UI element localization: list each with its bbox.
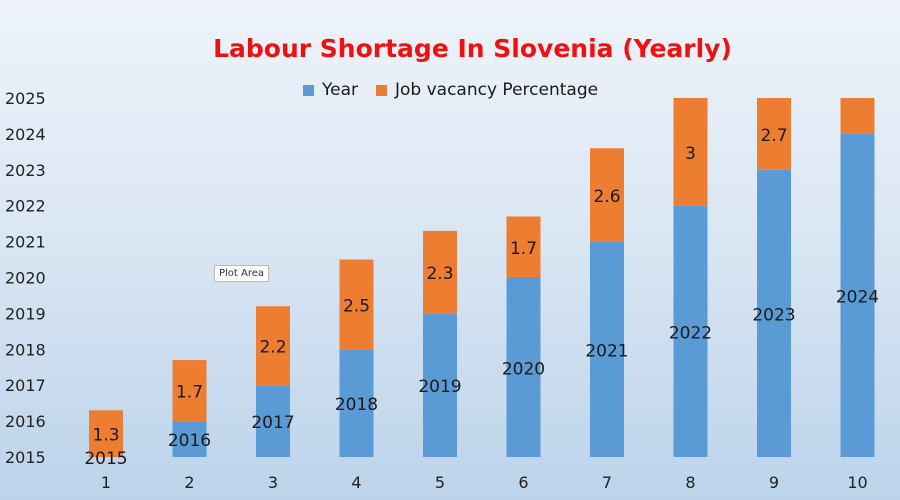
bar-year[interactable] xyxy=(256,385,290,457)
x-tick-label: 7 xyxy=(602,473,612,492)
y-tick-label: 2015 xyxy=(5,448,46,467)
y-tick-label: 2019 xyxy=(5,304,46,323)
data-label-vacancy: 2.5 xyxy=(343,296,370,316)
legend-label-vacancy: Job vacancy Percentage xyxy=(395,80,599,100)
bar-vacancy[interactable] xyxy=(590,148,624,242)
bar-vacancy[interactable] xyxy=(423,230,457,314)
bar-vacancy[interactable] xyxy=(840,98,875,134)
data-label-vacancy: 1.7 xyxy=(176,383,203,403)
bar-vacancy[interactable] xyxy=(757,98,791,170)
plot-area-tooltip: Plot Area xyxy=(214,265,270,282)
x-tick-label: 4 xyxy=(351,473,361,492)
data-label-year: 2021 xyxy=(585,341,628,361)
bar-year[interactable] xyxy=(506,277,541,458)
chart-title: Labour Shortage In Slovenia (Yearly) xyxy=(213,34,732,63)
bar-year[interactable] xyxy=(423,313,457,457)
data-label-year: 2018 xyxy=(335,395,378,415)
y-tick-label: 2024 xyxy=(5,125,46,144)
data-label-vacancy: 2.2 xyxy=(259,338,286,358)
bar-year[interactable] xyxy=(673,205,708,457)
data-label-year: 2016 xyxy=(168,431,211,451)
bar-vacancy[interactable] xyxy=(89,410,123,457)
y-tick-label: 2025 xyxy=(5,89,46,108)
data-label-vacancy: 2.6 xyxy=(593,187,620,207)
bar-vacancy[interactable] xyxy=(256,306,290,386)
data-label-year: 2017 xyxy=(251,413,294,433)
data-label-vacancy: 3 xyxy=(685,144,696,164)
data-label-year: 2020 xyxy=(502,359,545,379)
y-tick-label: 2020 xyxy=(5,269,46,288)
bar-year[interactable] xyxy=(757,169,791,458)
y-tick-label: 2021 xyxy=(5,233,46,252)
x-tick-label: 2 xyxy=(184,473,194,492)
y-tick-label: 2017 xyxy=(5,376,46,395)
data-label-vacancy: 2.3 xyxy=(426,264,453,284)
bar-vacancy[interactable] xyxy=(339,259,374,350)
legend-swatch-year xyxy=(303,84,314,96)
bar-year[interactable] xyxy=(172,421,207,457)
y-tick-label: 2023 xyxy=(5,161,46,180)
data-label-vacancy: 1.3 xyxy=(92,426,119,446)
x-tick-label: 9 xyxy=(769,473,779,492)
bar-vacancy[interactable] xyxy=(673,98,708,206)
y-tick-label: 2016 xyxy=(5,412,46,431)
x-tick-label: 3 xyxy=(268,473,278,492)
x-tick-label: 5 xyxy=(435,473,445,492)
legend-label-year: Year xyxy=(322,80,358,100)
y-tick-label: 2018 xyxy=(5,340,46,359)
data-label-vacancy: 2.7 xyxy=(760,126,787,146)
y-tick-label: 2022 xyxy=(5,197,46,216)
data-label-year: 2024 xyxy=(836,287,879,307)
data-label-year: 2015 xyxy=(84,449,127,469)
x-tick-label: 6 xyxy=(518,473,528,492)
bar-vacancy[interactable] xyxy=(506,216,541,278)
data-label-year: 2019 xyxy=(418,377,461,397)
bar-vacancy[interactable] xyxy=(172,360,207,422)
x-tick-label: 10 xyxy=(847,473,867,492)
bar-year[interactable] xyxy=(590,241,624,457)
legend: Year Job vacancy Percentage xyxy=(303,80,598,100)
bar-year[interactable] xyxy=(339,349,374,457)
data-label-year: 2023 xyxy=(752,305,795,325)
x-tick-label: 8 xyxy=(685,473,695,492)
x-tick-label: 1 xyxy=(101,473,111,492)
bar-year[interactable] xyxy=(840,133,875,457)
legend-swatch-vacancy xyxy=(376,84,387,96)
data-label-year: 2022 xyxy=(669,323,712,343)
data-label-vacancy: 1.7 xyxy=(510,239,537,259)
